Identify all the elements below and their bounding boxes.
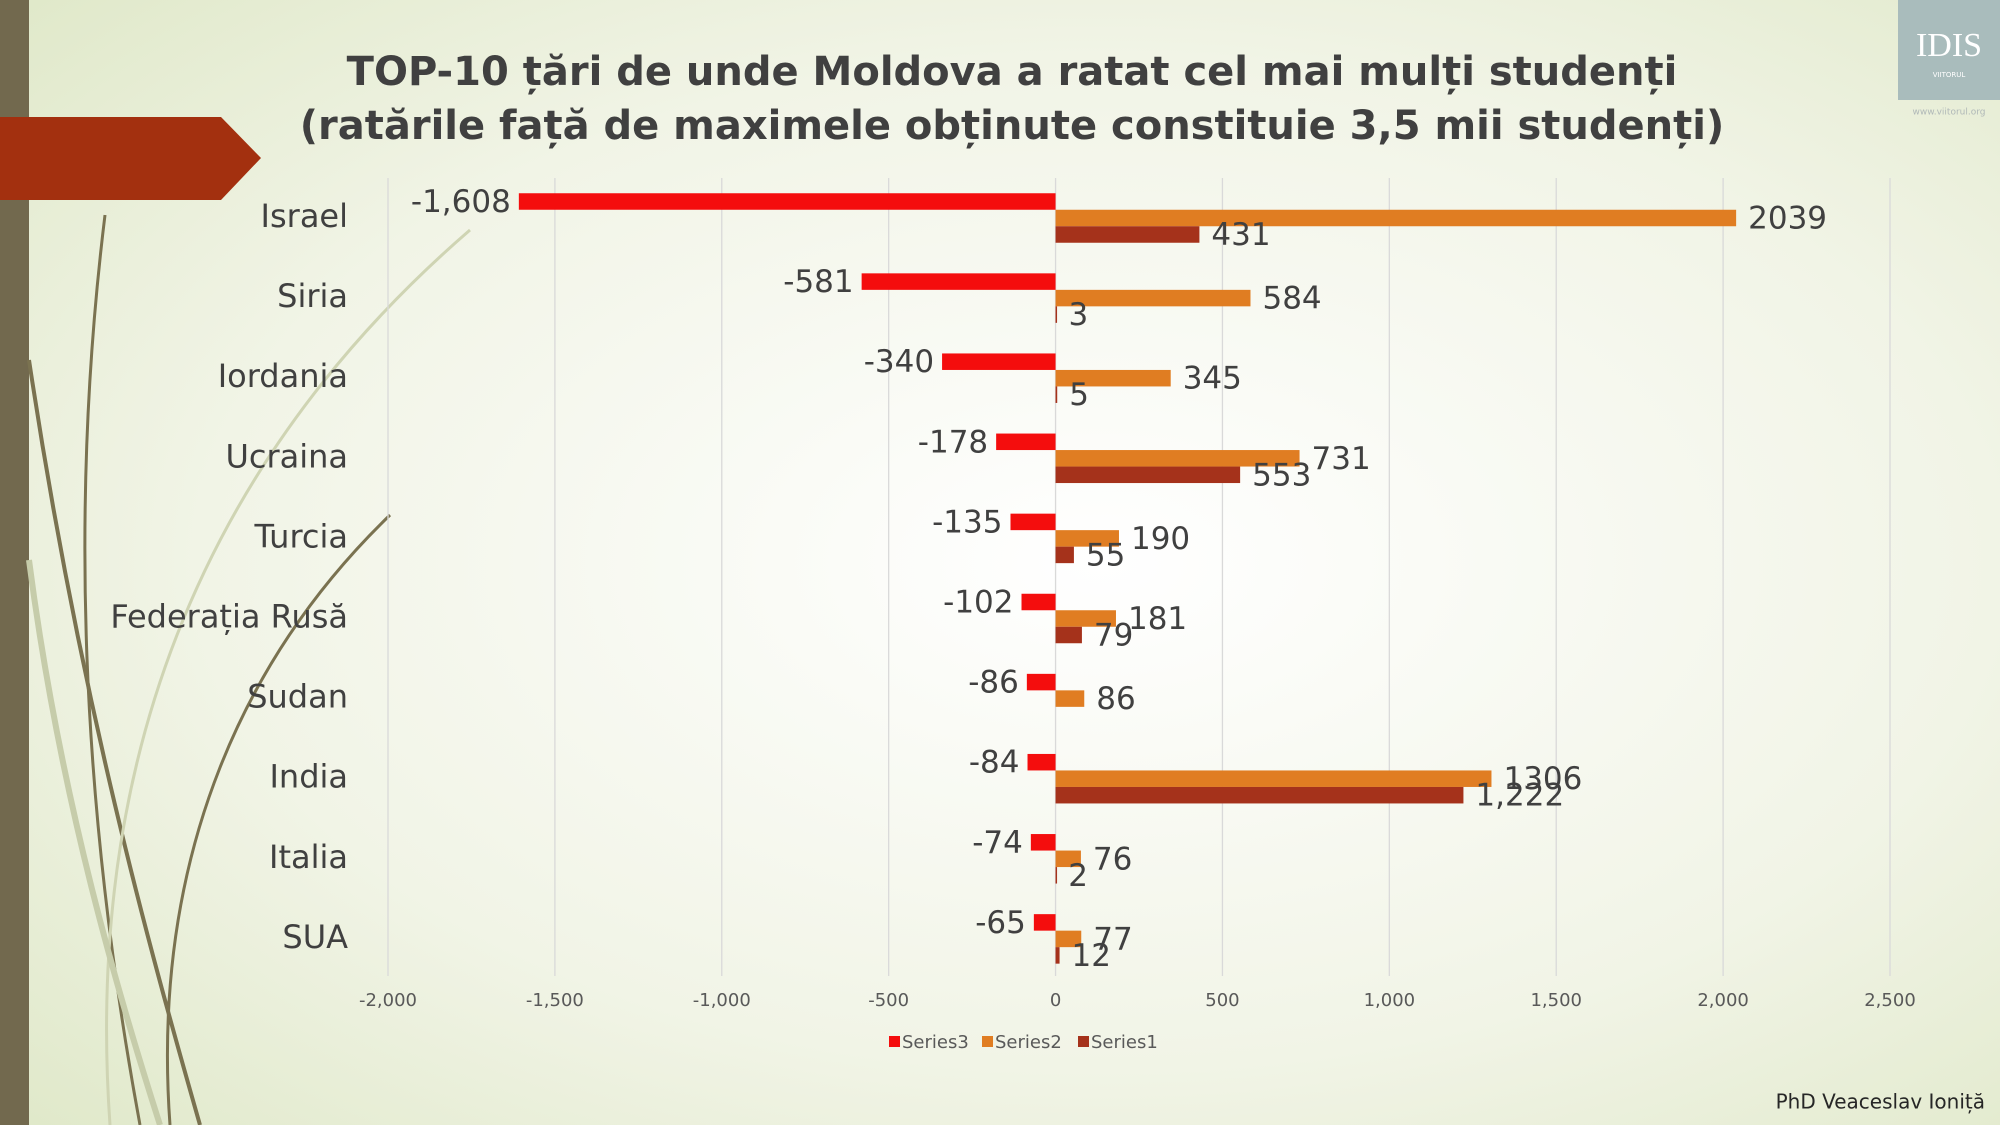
data-label: 77	[1093, 921, 1132, 957]
bar	[1055, 947, 1060, 964]
logo-box	[1898, 0, 2000, 100]
x-tick-label: -500	[868, 990, 909, 1011]
footer: PhD Veaceslav Ioniță	[1776, 1090, 1985, 1114]
x-tick-label: -1,000	[693, 990, 751, 1011]
y-tick-label: Israel	[261, 197, 348, 235]
bar	[1055, 610, 1116, 627]
bar	[1055, 867, 1058, 884]
bar	[1055, 850, 1081, 868]
data-label: 731	[1312, 441, 1371, 477]
x-tick-label: 1,500	[1530, 990, 1582, 1011]
bar	[1021, 593, 1056, 611]
data-label: -102	[943, 585, 1013, 621]
logo-url: www.viitorul.org	[1912, 108, 1985, 118]
bar	[942, 353, 1056, 370]
decor-curves	[26, 214, 471, 1125]
y-tick-label: Federația Rusă	[110, 598, 348, 636]
data-label: 2	[1068, 858, 1088, 894]
bar	[1055, 930, 1082, 948]
data-label: -178	[918, 424, 988, 460]
logo-subtitle: VIITORUL	[1933, 71, 1966, 79]
bar	[1055, 770, 1492, 787]
chart-title: TOP-10 țări de unde Moldova a ratat cel …	[347, 49, 1678, 95]
data-label: 584	[1262, 281, 1321, 317]
data-label: 345	[1183, 361, 1242, 397]
bar	[861, 273, 1056, 290]
data-label: 190	[1131, 521, 1190, 557]
data-label: -74	[972, 825, 1023, 861]
logo-name: IDIS	[1916, 27, 1982, 64]
y-tick-label: Italia	[269, 838, 348, 876]
x-tick-label: 1,000	[1364, 990, 1416, 1011]
data-label: -1,608	[411, 184, 511, 220]
y-tick-label: Sudan	[247, 678, 348, 716]
legend-label: Series3	[902, 1032, 969, 1053]
data-label: -84	[969, 745, 1020, 781]
data-label: -86	[968, 665, 1019, 701]
y-tick-label: Siria	[277, 277, 348, 315]
legend-label: Series2	[995, 1032, 1062, 1053]
x-tick-label: 2,500	[1864, 990, 1916, 1011]
data-label: 553	[1252, 457, 1311, 493]
bar	[1055, 546, 1074, 564]
bar	[1055, 786, 1464, 804]
bar	[1055, 466, 1241, 484]
legend-swatch	[982, 1036, 993, 1047]
data-label: 86	[1096, 681, 1135, 717]
bar	[1055, 626, 1082, 644]
bar	[518, 193, 1056, 210]
bar	[1055, 226, 1200, 243]
data-label: -135	[932, 504, 1002, 540]
x-tick-label: 500	[1205, 990, 1239, 1011]
legend-swatch	[1078, 1036, 1089, 1047]
data-label: 181	[1128, 601, 1187, 637]
arrow-banner	[0, 117, 261, 200]
data-label: -581	[783, 264, 853, 300]
data-label: -65	[975, 905, 1026, 941]
bar	[1055, 450, 1300, 467]
bar	[1055, 289, 1251, 307]
bar	[1010, 513, 1056, 531]
y-tick-label: Iordania	[218, 357, 348, 395]
data-label: 2039	[1748, 201, 1827, 237]
data-label: 431	[1211, 217, 1270, 253]
x-tick-label: -1,500	[526, 990, 584, 1011]
bar	[1033, 914, 1056, 931]
bar	[1055, 209, 1737, 227]
data-label: 3	[1069, 297, 1089, 333]
data-label: 55	[1086, 537, 1125, 573]
data-label: 79	[1094, 618, 1133, 654]
x-tick-label: -2,000	[359, 990, 417, 1011]
bar	[1055, 369, 1171, 387]
bar	[1055, 690, 1085, 707]
bar	[1026, 673, 1056, 691]
x-tick-label: 0	[1050, 990, 1061, 1011]
bar	[1030, 834, 1056, 851]
bar	[1055, 386, 1058, 403]
y-tick-label: India	[269, 758, 348, 796]
data-label: 12	[1072, 938, 1111, 974]
bar	[1027, 753, 1056, 771]
x-tick-label: 2,000	[1697, 990, 1749, 1011]
y-tick-label: SUA	[282, 918, 348, 956]
legend-swatch	[889, 1036, 900, 1047]
bar	[1055, 306, 1058, 323]
chart-subtitle: (ratările față de maximele obținute cons…	[300, 103, 1725, 149]
y-tick-label: Ucraina	[225, 437, 348, 475]
y-tick-label: Turcia	[253, 517, 348, 555]
data-label: 1,222	[1475, 778, 1564, 814]
data-label: -340	[864, 344, 934, 380]
bar	[996, 433, 1056, 451]
legend-label: Series1	[1091, 1032, 1158, 1053]
data-label: 76	[1093, 841, 1132, 877]
bar	[1055, 530, 1119, 547]
data-label: 1306	[1503, 761, 1582, 797]
data-label: 5	[1069, 377, 1089, 413]
